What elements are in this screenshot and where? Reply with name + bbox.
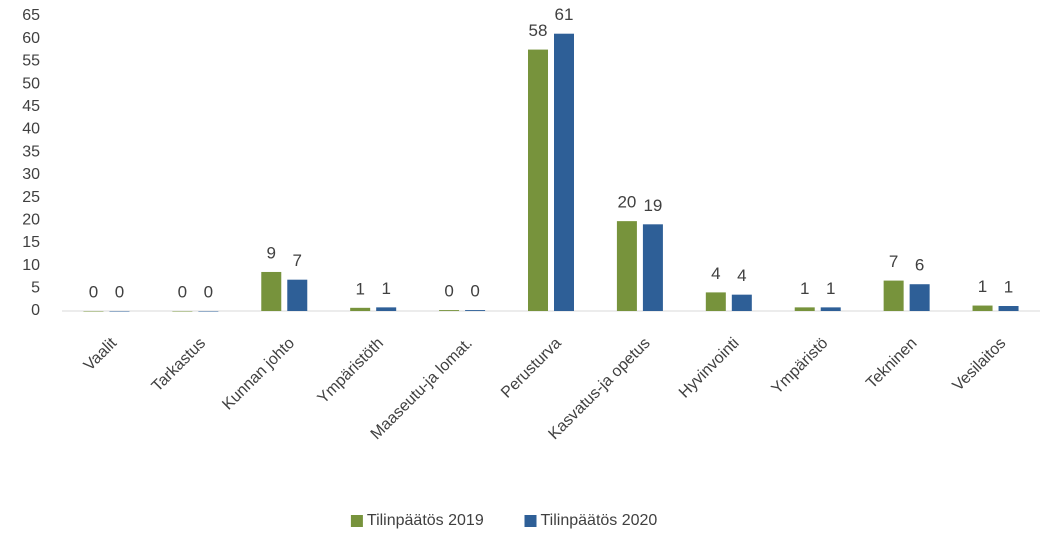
y-tick-label: 45 <box>22 98 40 115</box>
x-tick-label: Hyvinvointi <box>676 335 743 402</box>
x-tick-label: Tekninen <box>863 335 920 392</box>
data-label: 0 <box>470 282 479 301</box>
legend-label: Tilinpäätös 2019 <box>367 512 484 529</box>
x-tick-label: Vesilaitos <box>950 335 1010 395</box>
bar <box>350 307 371 311</box>
bar <box>198 311 219 312</box>
x-tick-label: Tarkastus <box>149 335 209 395</box>
bar <box>109 311 130 312</box>
bar <box>972 305 993 311</box>
x-tick-label: Maaseutu-ja lomat. <box>368 335 476 443</box>
bar <box>439 310 460 311</box>
data-label: 1 <box>381 279 390 298</box>
legend-swatch <box>524 515 537 527</box>
y-tick-label: 35 <box>22 143 40 160</box>
bar <box>820 307 841 311</box>
y-tick-label: 0 <box>31 302 40 319</box>
bar <box>909 284 930 311</box>
bar <box>376 307 397 311</box>
data-label: 9 <box>267 243 276 262</box>
data-label: 0 <box>444 282 453 301</box>
y-tick-label: 10 <box>22 257 40 274</box>
bar <box>172 311 193 312</box>
data-label: 1 <box>1004 277 1013 296</box>
data-label: 1 <box>800 279 809 298</box>
y-tick-label: 5 <box>31 280 40 297</box>
x-tick-label: Kasvatus-ja opetus <box>545 335 653 443</box>
x-tick-label: Ympäristö <box>769 335 832 398</box>
data-label: 7 <box>889 252 898 271</box>
data-label: 0 <box>178 282 187 301</box>
y-tick-label: 15 <box>22 234 40 251</box>
bar <box>883 280 904 311</box>
x-tick-label: Ympäristöth <box>315 335 387 407</box>
y-tick-label: 55 <box>22 53 40 70</box>
bar <box>642 224 663 311</box>
bar <box>83 311 104 312</box>
data-label: 1 <box>978 277 987 296</box>
y-tick-label: 20 <box>22 211 40 228</box>
legend-swatch <box>350 515 363 527</box>
bar <box>554 33 574 311</box>
x-tick-label: Vaalit <box>81 334 121 374</box>
data-label: 0 <box>204 282 213 301</box>
bar <box>998 306 1019 311</box>
data-label: 6 <box>915 256 924 275</box>
bar <box>794 307 815 311</box>
y-tick-label: 50 <box>22 75 40 92</box>
data-label: 4 <box>737 266 746 285</box>
y-tick-label: 30 <box>22 166 40 183</box>
data-label: 19 <box>643 196 662 215</box>
data-label: 20 <box>617 193 636 212</box>
bar <box>705 292 726 311</box>
bar <box>616 221 637 311</box>
y-tick-label: 25 <box>22 189 40 206</box>
data-label: 61 <box>555 5 574 24</box>
y-tick-label: 60 <box>22 30 40 47</box>
data-label: 1 <box>826 279 835 298</box>
y-tick-label: 65 <box>22 7 40 24</box>
data-label: 7 <box>293 251 302 270</box>
bar <box>287 279 308 311</box>
data-label: 0 <box>89 282 98 301</box>
bar <box>261 271 282 311</box>
data-label: 4 <box>711 264 720 283</box>
y-tick-label: 40 <box>22 121 40 138</box>
x-tick-label: Perusturva <box>498 335 565 402</box>
legend-label: Tilinpäätös 2020 <box>541 512 658 529</box>
data-label: 0 <box>115 282 124 301</box>
x-tick-label: Kunnan johto <box>219 335 298 414</box>
bar <box>731 294 752 311</box>
data-label: 58 <box>529 21 548 40</box>
bar <box>465 310 486 311</box>
data-label: 1 <box>355 279 364 298</box>
bar <box>528 49 548 311</box>
